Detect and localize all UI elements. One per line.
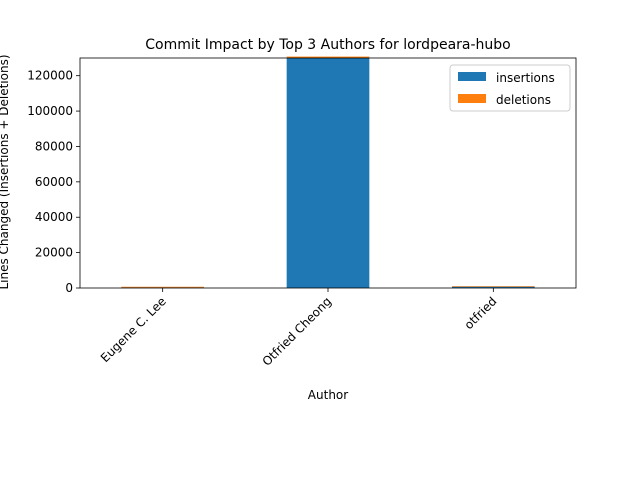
bar-deletions-1: [121, 286, 204, 288]
chart-title: Commit Impact by Top 3 Authors for lordp…: [145, 37, 510, 53]
y-axis-label: Lines Changed (Insertions + Deletions): [0, 54, 11, 289]
legend-swatch-insertions: [458, 72, 486, 81]
bar-deletions-2: [286, 56, 370, 58]
y-tick-label: 20000: [35, 246, 73, 260]
legend-swatch-deletions: [458, 94, 486, 103]
y-tick-label: 100000: [27, 104, 73, 118]
legend: insertions deletions: [449, 64, 571, 112]
bar-deletions-3: [452, 286, 535, 287]
x-axis-label: Author: [308, 388, 348, 402]
bar-insertions-2: [286, 58, 370, 288]
y-tick-label: 80000: [35, 139, 73, 153]
y-tick-label: 0: [65, 281, 73, 295]
legend-label-deletions: deletions: [496, 93, 551, 107]
y-tick-label: 60000: [35, 175, 73, 189]
legend-label-insertions: insertions: [496, 71, 555, 85]
bar-insertions-3: [452, 286, 535, 288]
y-tick-label: 40000: [35, 210, 73, 224]
y-tick-label: 120000: [27, 69, 73, 83]
